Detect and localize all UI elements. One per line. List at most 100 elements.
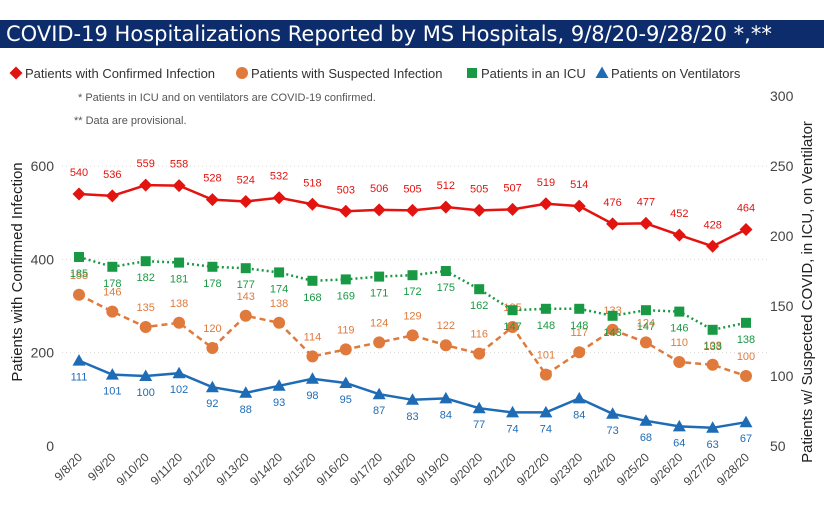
data-label-diamond-12: 505 xyxy=(470,183,488,195)
point-square-3 xyxy=(174,257,185,268)
data-label-diamond-10: 505 xyxy=(403,183,421,195)
legend-label-triangle: Patients on Ventilators xyxy=(611,66,741,81)
data-label-diamond-20: 464 xyxy=(737,202,755,214)
y-right-tick-300: 300 xyxy=(770,88,794,104)
data-label-triangle-14: 74 xyxy=(540,423,552,435)
y-left-tick-600: 600 xyxy=(31,158,55,174)
point-circle-2 xyxy=(139,321,152,333)
point-square-10 xyxy=(407,270,418,281)
data-label-triangle-16: 73 xyxy=(606,425,618,437)
point-circle-19 xyxy=(706,358,719,371)
x-tick-9-21-20: 9/21/20 xyxy=(480,450,518,488)
data-label-square-16: 143 xyxy=(603,327,621,339)
data-label-square-14: 148 xyxy=(537,320,555,332)
series-square: 185 178 182 181 178 177 174 168 169 171 172 175 162 1… xyxy=(70,252,755,353)
data-label-square-0: 185 xyxy=(70,268,88,280)
data-label-circle-4: 120 xyxy=(203,323,221,335)
data-label-square-20: 138 xyxy=(737,334,755,346)
point-triangle-20 xyxy=(739,415,753,428)
legend-label-diamond: Patients with Confirmed Infection xyxy=(25,66,215,81)
data-label-circle-0: 158 xyxy=(70,270,88,282)
point-triangle-6 xyxy=(272,379,286,391)
data-label-triangle-17: 68 xyxy=(640,432,652,444)
point-triangle-13 xyxy=(506,405,520,418)
data-label-diamond-16: 476 xyxy=(603,197,621,209)
point-diamond-11 xyxy=(439,200,453,214)
title-bar: COVID-19 Hospitalizations Reported by MS… xyxy=(0,0,824,48)
point-triangle-17 xyxy=(639,414,653,426)
data-label-square-6: 174 xyxy=(270,283,288,295)
data-label-circle-5: 143 xyxy=(237,291,255,303)
point-triangle-19 xyxy=(706,421,720,433)
point-triangle-11 xyxy=(439,391,453,404)
data-label-diamond-3: 558 xyxy=(170,159,188,171)
data-label-square-4: 178 xyxy=(203,278,221,290)
data-label-diamond-11: 512 xyxy=(437,180,455,192)
y-left-tick-0: 0 xyxy=(46,438,54,454)
y-left-axis-label: Patients with Confirmed Infection xyxy=(9,162,26,381)
point-triangle-10 xyxy=(406,393,419,405)
data-label-diamond-13: 507 xyxy=(503,182,521,194)
data-label-circle-1: 146 xyxy=(103,287,121,299)
point-square-7 xyxy=(307,275,318,286)
data-label-circle-7: 114 xyxy=(304,331,322,343)
point-diamond-7 xyxy=(305,197,319,211)
data-label-triangle-1: 101 xyxy=(103,386,121,398)
data-label-square-5: 177 xyxy=(237,279,255,291)
data-label-triangle-15: 84 xyxy=(573,409,585,421)
data-label-triangle-6: 93 xyxy=(273,397,285,409)
data-label-triangle-8: 95 xyxy=(340,394,352,406)
x-tick-9-17-20: 9/17/20 xyxy=(347,450,385,488)
x-tick-9-15-20: 9/15/20 xyxy=(280,450,318,488)
x-tick-9-16-20: 9/16/20 xyxy=(314,450,352,488)
point-diamond-16 xyxy=(606,217,620,231)
point-square-8 xyxy=(340,274,351,285)
data-label-circle-6: 138 xyxy=(270,298,288,310)
point-square-14 xyxy=(540,303,551,314)
data-label-diamond-14: 519 xyxy=(537,177,555,189)
point-circle-5 xyxy=(239,309,252,322)
point-square-6 xyxy=(274,267,285,278)
data-label-square-8: 169 xyxy=(337,290,355,302)
x-tick-9-25-20: 9/25/20 xyxy=(614,450,652,488)
point-triangle-4 xyxy=(205,380,219,393)
point-square-16 xyxy=(607,310,618,321)
footnote-icu: * Patients in ICU and on ventilators are… xyxy=(78,92,376,104)
point-diamond-18 xyxy=(672,228,686,242)
y-left-tick-200: 200 xyxy=(31,345,55,361)
point-triangle-14 xyxy=(539,405,553,418)
series-triangle: 111 101 100 102 92 88 93 98 95 87 83 84 77 74 74 84 73 68… xyxy=(71,354,753,451)
point-triangle-18 xyxy=(672,419,686,432)
point-diamond-12 xyxy=(472,203,486,217)
legend: Patients with Confirmed Infection Patient… xyxy=(9,66,741,81)
legend-marker-circle xyxy=(236,67,248,79)
point-triangle-15 xyxy=(572,391,586,404)
point-circle-10 xyxy=(406,329,419,342)
point-diamond-10 xyxy=(406,203,419,217)
legend-label-circle: Patients with Suspected Infection xyxy=(251,66,443,81)
data-label-triangle-18: 64 xyxy=(673,437,685,449)
point-square-9 xyxy=(374,271,385,282)
legend-marker-square xyxy=(467,68,477,78)
data-label-diamond-8: 503 xyxy=(337,184,355,196)
point-square-17 xyxy=(640,305,651,316)
data-label-circle-18: 110 xyxy=(671,337,689,349)
y-right-tick-250: 250 xyxy=(770,158,794,174)
data-label-triangle-10: 83 xyxy=(406,411,418,423)
data-label-diamond-17: 477 xyxy=(637,196,655,208)
legend-label-square: Patients in an ICU xyxy=(481,66,586,81)
point-square-11 xyxy=(440,266,451,276)
x-tick-9-14-20: 9/14/20 xyxy=(247,450,285,488)
point-square-18 xyxy=(674,306,685,317)
data-label-square-12: 162 xyxy=(470,300,488,312)
point-circle-8 xyxy=(339,343,352,356)
point-square-5 xyxy=(240,263,251,274)
point-square-2 xyxy=(140,256,151,267)
point-diamond-3 xyxy=(172,179,186,193)
point-square-4 xyxy=(207,261,218,272)
data-label-diamond-1: 536 xyxy=(103,169,121,181)
point-square-12 xyxy=(474,284,485,295)
point-triangle-1 xyxy=(105,368,119,380)
data-label-circle-17: 124 xyxy=(637,317,655,329)
point-circle-17 xyxy=(639,336,652,349)
